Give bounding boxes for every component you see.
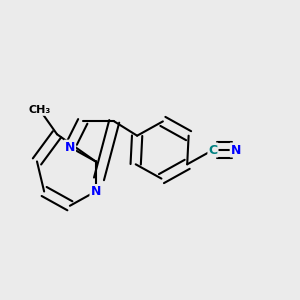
Text: CH₃: CH₃: [29, 105, 51, 115]
Text: C: C: [208, 143, 217, 157]
Text: N: N: [91, 185, 101, 198]
Text: N: N: [65, 141, 75, 154]
Text: N: N: [231, 143, 241, 157]
